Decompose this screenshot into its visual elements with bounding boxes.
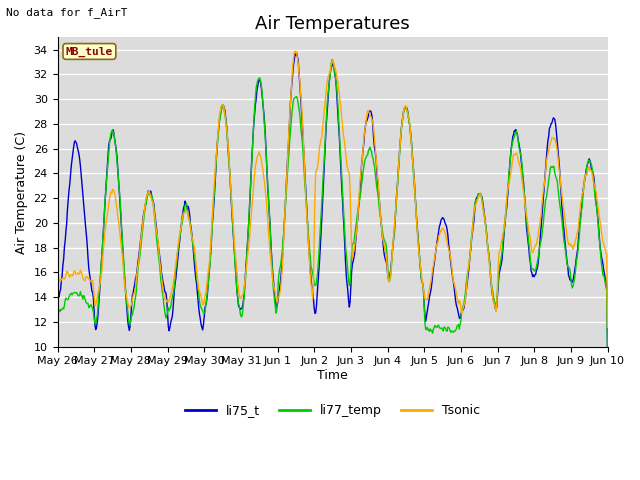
Tsonic xyxy=(604,324,611,330)
Tsonic xyxy=(198,298,205,303)
Text: No data for f_AirT: No data for f_AirT xyxy=(6,7,128,18)
Line: Tsonic: Tsonic xyxy=(58,51,607,340)
Tsonic xyxy=(554,153,562,159)
Tsonic xyxy=(325,73,333,79)
li75_t xyxy=(604,347,611,352)
Legend: li75_t, li77_temp, Tsonic: li75_t, li77_temp, Tsonic xyxy=(180,399,485,422)
li75_t xyxy=(378,231,386,237)
li77_temp xyxy=(604,348,611,353)
li75_t xyxy=(54,350,61,356)
li75_t xyxy=(433,243,440,249)
Title: Air Temperatures: Air Temperatures xyxy=(255,15,410,33)
li77_temp xyxy=(329,57,337,62)
Y-axis label: Air Temperature (C): Air Temperature (C) xyxy=(15,131,28,253)
Tsonic xyxy=(378,232,386,238)
li77_temp xyxy=(433,324,440,330)
li75_t xyxy=(174,252,182,257)
li77_temp xyxy=(198,306,205,312)
Line: li77_temp: li77_temp xyxy=(58,60,607,364)
X-axis label: Time: Time xyxy=(317,369,348,382)
li75_t xyxy=(554,146,562,152)
li75_t xyxy=(325,87,333,93)
li75_t xyxy=(292,50,300,56)
Text: MB_tule: MB_tule xyxy=(66,47,113,57)
li77_temp xyxy=(324,92,332,98)
li77_temp xyxy=(554,184,562,190)
li75_t xyxy=(198,324,205,330)
Line: li75_t: li75_t xyxy=(58,53,607,353)
Tsonic xyxy=(292,48,300,54)
Tsonic xyxy=(174,241,182,247)
li77_temp xyxy=(54,361,61,367)
li77_temp xyxy=(378,226,386,232)
Tsonic xyxy=(433,244,440,250)
li77_temp xyxy=(174,245,182,251)
Tsonic xyxy=(54,337,61,343)
